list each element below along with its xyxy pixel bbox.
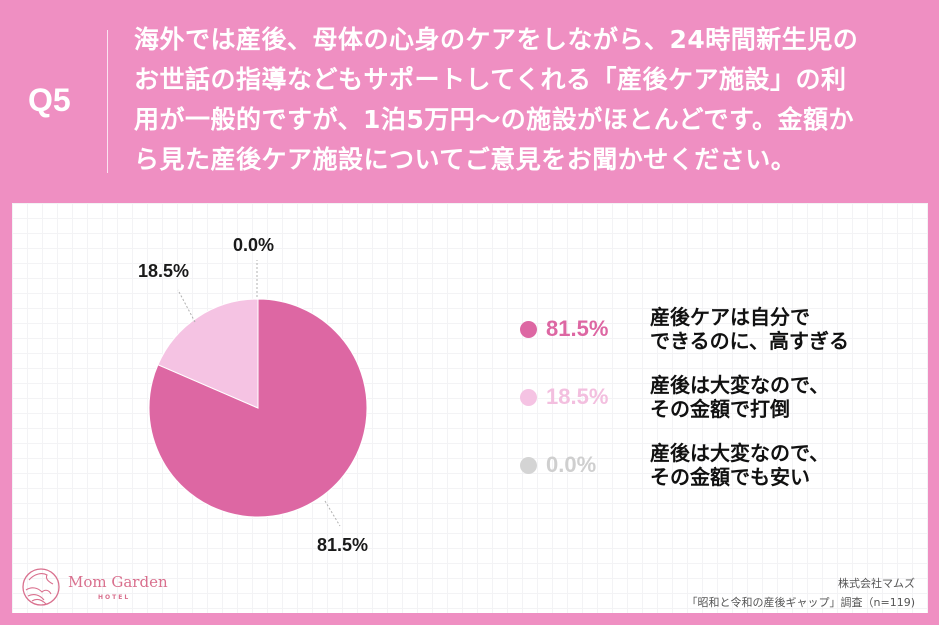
legend-label-line: 産後は大変なので、 — [650, 373, 830, 397]
legend-dot-icon — [520, 456, 537, 474]
pie-label-slice-2: 18.5% — [138, 261, 190, 281]
chart-legend: 81.5% 産後ケアは自分で できるのに、高すぎる 18.5% 産後は大変なので… — [520, 295, 920, 499]
legend-label-line: その金額でも安い — [650, 465, 810, 489]
legend-percent: 81.5% — [546, 316, 609, 341]
pie-label-slice-3: 0.0% — [233, 235, 275, 255]
legend-label-line: 産後は大変なので、 — [650, 441, 830, 465]
legend-label-line: できるのに、高すぎる — [650, 329, 849, 353]
question-line: 海外では産後、母体の心身のケアをしながら、24時間新生児の — [134, 25, 859, 54]
source-survey: 「昭和と令和の産後ギャップ」調査（n=119) — [686, 596, 915, 609]
question-header: Q5 海外では産後、母体の心身のケアをしながら、24時間新生児の お世話の指導な… — [0, 0, 939, 203]
chart-panel: 0.0% 18.5% 81.5% 81.5% 産後ケアは自分で できるのに、高す… — [12, 203, 928, 613]
logo-name: Mom Garden — [68, 573, 168, 591]
legend-item: 81.5% 産後ケアは自分で できるのに、高すぎる — [520, 295, 920, 363]
question-line: ら見た産後ケア施設についてご意見をお聞かせください。 — [134, 145, 797, 174]
legend-label-line: その金額で打倒 — [650, 397, 790, 421]
question-number: Q5 — [28, 82, 71, 118]
question-line: お世話の指導などもサポートしてくれる「産後ケア施設」の利 — [134, 65, 847, 94]
legend-dot-icon — [520, 320, 537, 338]
logo-emblem-icon — [22, 568, 60, 606]
source-note: 株式会社マムズ 「昭和と令和の産後ギャップ」調査（n=119) — [687, 574, 915, 612]
pie-svg — [148, 260, 368, 527]
mom-garden-logo: Mom Garden HOTEL — [20, 566, 170, 606]
legend-item: 0.0% 産後は大変なので、 その金額でも安い — [520, 431, 920, 499]
legend-label-line: 産後ケアは自分で — [650, 305, 810, 329]
pie-label-slice-1: 81.5% — [317, 535, 369, 555]
header-divider — [107, 30, 108, 173]
source-company: 株式会社マムズ — [838, 577, 915, 590]
legend-label: 産後は大変なので、 その金額でも安い — [650, 441, 829, 489]
question-text: 海外では産後、母体の心身のケアをしながら、24時間新生児の お世話の指導などもサ… — [134, 20, 924, 180]
logo-subtitle: HOTEL — [98, 594, 131, 601]
legend-dot-icon — [520, 388, 537, 406]
legend-item: 18.5% 産後は大変なので、 その金額で打倒 — [520, 363, 920, 431]
pie-slice-2 — [157, 298, 259, 409]
legend-percent: 18.5% — [546, 384, 609, 409]
leader-line-18pct — [177, 289, 196, 323]
legend-label: 産後ケアは自分で できるのに、高すぎる — [650, 305, 849, 353]
question-line: 用が一般的ですが、1泊5万円〜の施設がほとんどです。金額か — [134, 105, 855, 134]
legend-percent: 0.0% — [546, 452, 597, 477]
legend-label: 産後は大変なので、 その金額で打倒 — [650, 373, 829, 421]
pie-chart: 0.0% 18.5% 81.5% — [12, 203, 512, 613]
leader-line-81pct — [324, 500, 341, 527]
